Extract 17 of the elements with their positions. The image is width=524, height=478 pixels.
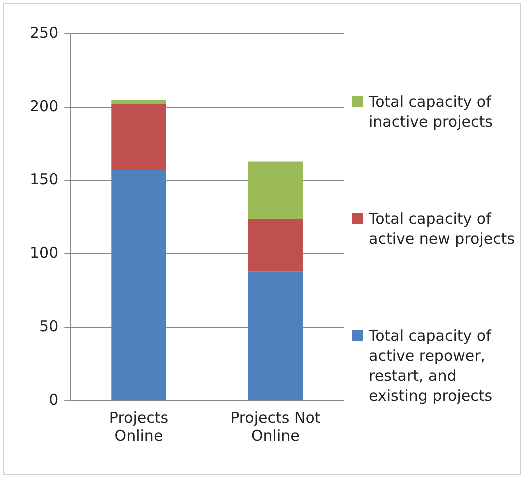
bar	[112, 100, 166, 104]
bar	[248, 218, 303, 272]
bar	[248, 272, 303, 400]
x-tick-label: Projects Online	[109, 408, 169, 445]
legend-label: Total capacity of inactive projects	[369, 92, 494, 132]
y-tick-label: 50	[40, 317, 59, 336]
legend-label: Total capacity of active repower, restart, and existing projects	[369, 326, 494, 406]
bar	[112, 104, 166, 171]
y-tick-label: 150	[30, 170, 59, 189]
bar	[248, 162, 303, 219]
y-tick-label: 200	[30, 97, 59, 116]
legend-label: Total capacity of active new projects	[369, 208, 516, 249]
y-tick-label: 0	[49, 390, 59, 409]
y-tick-label: 100	[30, 244, 59, 262]
y-tick-label: 250	[30, 24, 59, 42]
bar	[112, 170, 166, 400]
x-tick-label: Projects Not Online	[230, 408, 321, 445]
